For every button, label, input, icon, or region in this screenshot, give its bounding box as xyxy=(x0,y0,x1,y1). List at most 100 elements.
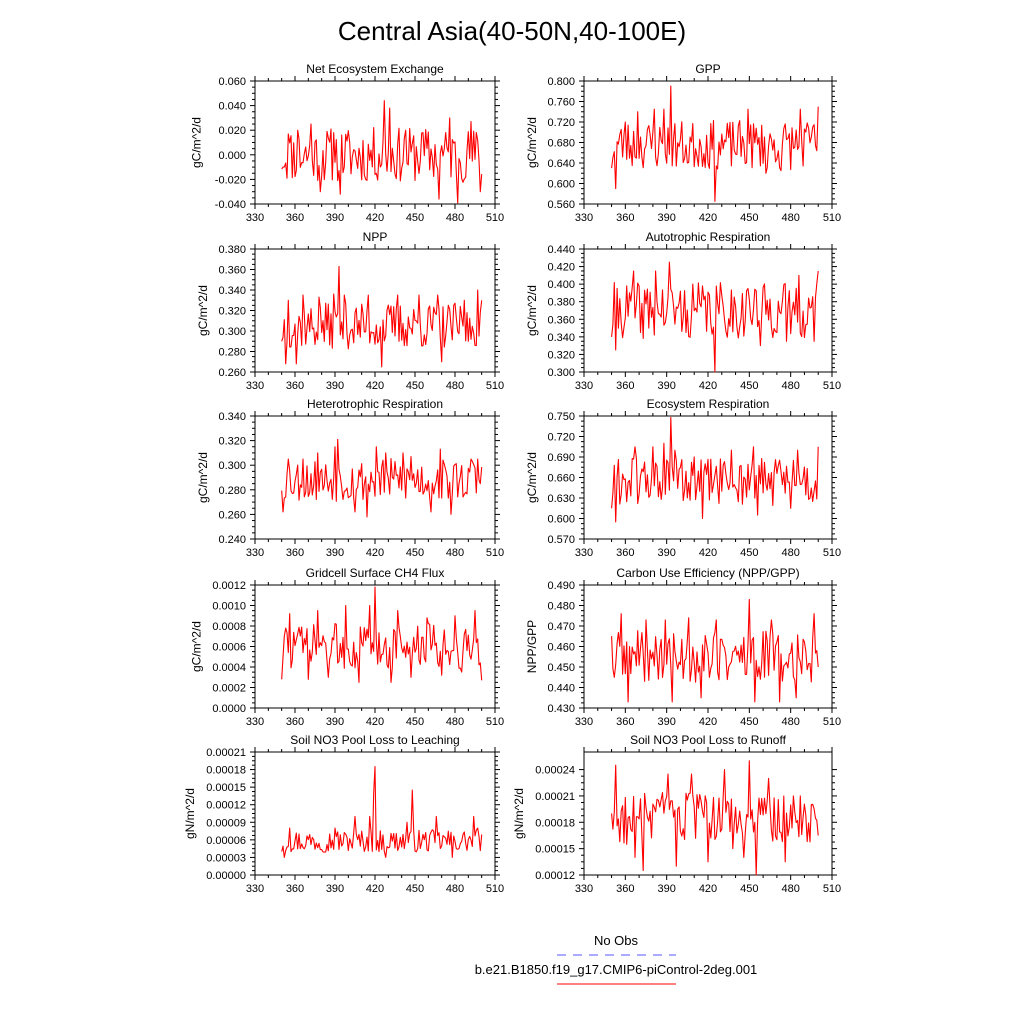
y-tick-label: 0.300 xyxy=(218,460,246,472)
x-tick-label: 420 xyxy=(699,716,717,728)
series-line xyxy=(281,438,483,518)
x-tick-label: 360 xyxy=(616,380,634,392)
x-tick-label: 510 xyxy=(823,883,841,895)
y-tick-label: 0.380 xyxy=(218,244,246,256)
y-tick-label: 0.760 xyxy=(547,97,575,109)
y-tick-label: 0.430 xyxy=(547,703,575,715)
y-axis-label: gC/m^2/d xyxy=(190,117,204,168)
series-line xyxy=(611,598,819,703)
y-tick-label: 0.340 xyxy=(218,411,246,423)
x-tick-label: 510 xyxy=(486,380,504,392)
y-tick-label: 0.0006 xyxy=(212,642,246,654)
panel-net-ecosystem-exchange: Net Ecosystem Exchange 330 360 390 420 450 480… xyxy=(190,62,505,224)
panel-title: Soil NO3 Pool Loss to Runoff xyxy=(630,733,787,747)
y-tick-label: 0.380 xyxy=(547,297,575,309)
series-line xyxy=(281,586,483,683)
y-tick-label: 0.640 xyxy=(547,158,575,170)
plot-frame xyxy=(254,248,496,373)
x-tick-label: 390 xyxy=(326,547,344,559)
y-tick-label: 0.0002 xyxy=(212,683,246,695)
x-tick-label: 510 xyxy=(486,547,504,559)
x-tick-label: 480 xyxy=(446,716,464,728)
y-tick-label: 0.450 xyxy=(547,662,575,674)
panel-title: Carbon Use Efficiency (NPP/GPP) xyxy=(616,566,799,580)
y-tick-label: 0.320 xyxy=(547,349,575,361)
x-tick-label: 450 xyxy=(740,716,758,728)
x-tick-label: 330 xyxy=(575,547,593,559)
legend-label-no-obs: No Obs xyxy=(594,933,639,948)
series-line xyxy=(281,766,483,858)
y-tick-label: 0.0004 xyxy=(212,662,246,674)
series-line xyxy=(611,261,819,373)
x-tick-label: 480 xyxy=(781,716,799,728)
y-tick-label: 0.00015 xyxy=(535,844,575,856)
y-tick-label: 0.320 xyxy=(218,436,246,448)
x-tick-label: 510 xyxy=(486,212,504,224)
y-axis-label: gC/m^2/d xyxy=(525,117,539,168)
y-tick-label: 0.00000 xyxy=(206,870,246,882)
panel-ecosystem-respiration: Ecosystem Respiration 330 360 390 420 450 480 5… xyxy=(525,397,841,559)
y-axis-label: gN/m^2/d xyxy=(512,788,526,839)
y-tick-label: 0.0010 xyxy=(212,601,246,613)
x-tick-label: 420 xyxy=(366,380,384,392)
x-tick-label: 390 xyxy=(657,380,675,392)
y-tick-label: 0.560 xyxy=(547,199,575,211)
y-tick-label: 0.280 xyxy=(218,485,246,497)
series-line xyxy=(281,265,483,368)
x-tick-label: 360 xyxy=(616,547,634,559)
y-tick-label: 0.00003 xyxy=(206,852,246,864)
x-tick-label: 510 xyxy=(823,212,841,224)
panel-title: Autotrophic Respiration xyxy=(646,230,771,244)
x-tick-label: 330 xyxy=(575,716,593,728)
y-tick-label: 0.440 xyxy=(547,683,575,695)
y-tick-label: 0.720 xyxy=(547,117,575,129)
y-axis-label: NPP/GPP xyxy=(525,620,539,673)
x-tick-label: 450 xyxy=(406,883,424,895)
y-tick-label: 0.680 xyxy=(547,138,575,150)
x-tick-label: 330 xyxy=(246,212,264,224)
x-tick-label: 330 xyxy=(246,883,264,895)
y-tick-label: 0.440 xyxy=(547,244,575,256)
x-tick-label: 330 xyxy=(246,547,264,559)
x-tick-label: 420 xyxy=(366,883,384,895)
x-tick-label: 330 xyxy=(575,380,593,392)
y-tick-label: -0.020 xyxy=(215,174,246,186)
x-tick-label: 480 xyxy=(446,212,464,224)
x-tick-label: 390 xyxy=(657,212,675,224)
panel-title: Heterotrophic Respiration xyxy=(307,397,443,411)
panel-title: Ecosystem Respiration xyxy=(647,397,770,411)
y-tick-label: -0.040 xyxy=(215,199,246,211)
panel-npp: NPP 330 360 390 420 450 480 510 0.260 0.280 0.300 0… xyxy=(196,230,504,392)
y-tick-label: 0.00015 xyxy=(206,782,246,794)
x-tick-label: 330 xyxy=(575,883,593,895)
x-tick-label: 360 xyxy=(616,716,634,728)
x-tick-label: 450 xyxy=(740,380,758,392)
y-tick-label: 0.750 xyxy=(547,411,575,423)
x-tick-label: 420 xyxy=(366,547,384,559)
series-line xyxy=(611,416,819,523)
x-tick-label: 450 xyxy=(740,883,758,895)
x-tick-label: 510 xyxy=(823,716,841,728)
y-tick-label: 0.00009 xyxy=(206,817,246,829)
panel-title: Net Ecosystem Exchange xyxy=(306,62,444,76)
x-tick-label: 510 xyxy=(486,716,504,728)
panels: Net Ecosystem Exchange 330 360 390 420 450 480… xyxy=(183,62,841,895)
y-tick-label: 0.00018 xyxy=(206,765,246,777)
panel-gridcell-surface-ch4-flux: Gridcell Surface CH4 Flux 330 360 390 420 450… xyxy=(190,566,505,728)
y-tick-label: 0.360 xyxy=(218,265,246,277)
y-tick-label: 0.480 xyxy=(547,601,575,613)
y-tick-label: 0.460 xyxy=(547,642,575,654)
x-tick-label: 450 xyxy=(406,716,424,728)
x-tick-label: 390 xyxy=(657,716,675,728)
y-axis-label: gC/m^2/d xyxy=(525,285,539,336)
y-tick-label: 0.060 xyxy=(218,76,246,88)
x-tick-label: 390 xyxy=(326,212,344,224)
x-tick-label: 510 xyxy=(486,883,504,895)
y-tick-label: 0.320 xyxy=(218,306,246,318)
series-line xyxy=(611,760,819,876)
y-tick-label: 0.720 xyxy=(547,432,575,444)
y-tick-label: 0.360 xyxy=(547,314,575,326)
x-tick-label: 420 xyxy=(699,212,717,224)
y-axis-label: gC/m^2/d xyxy=(525,452,539,503)
